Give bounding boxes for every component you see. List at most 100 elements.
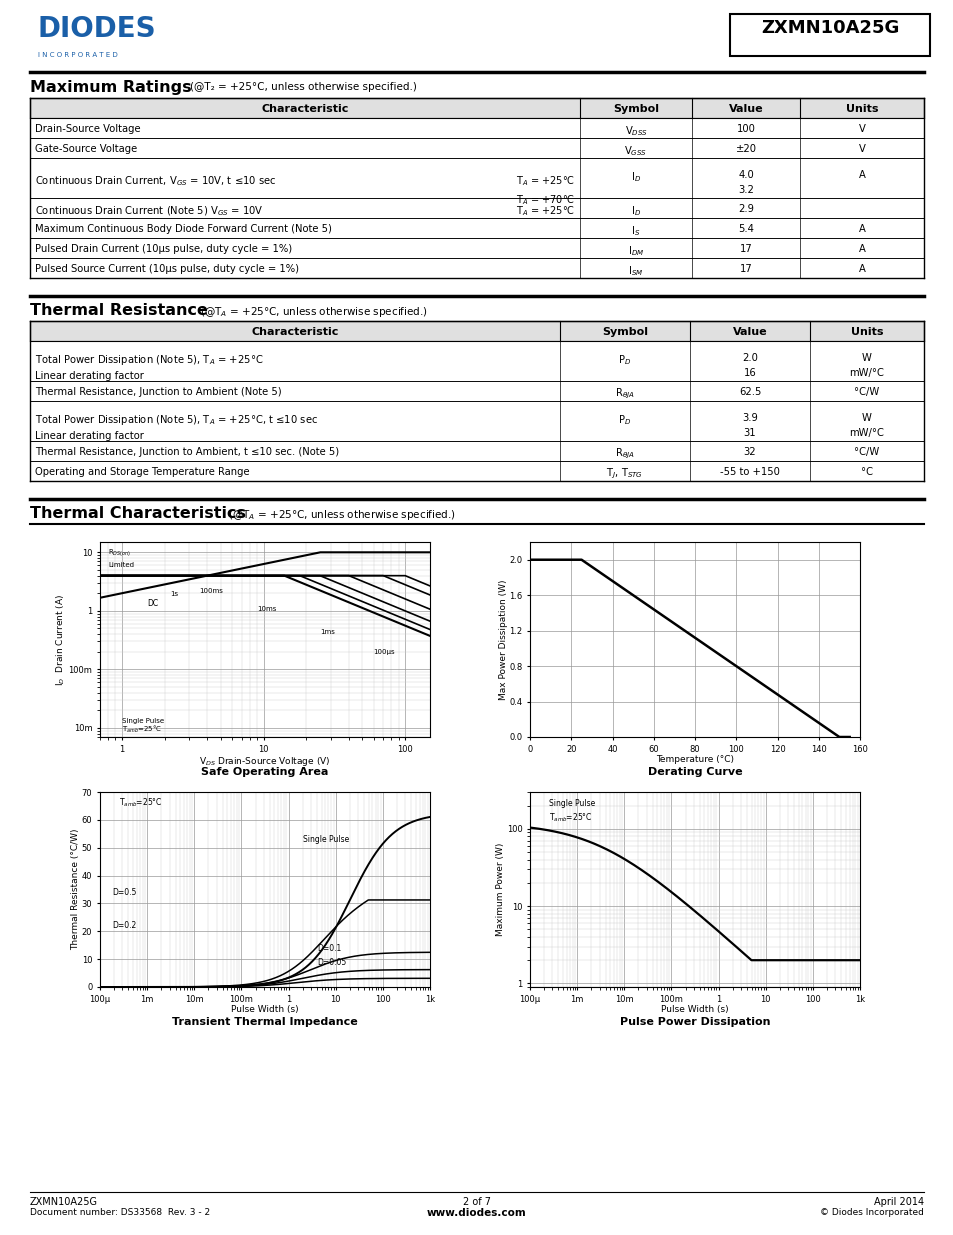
Bar <box>30 258 923 278</box>
Text: Single Pulse: Single Pulse <box>122 719 164 724</box>
Text: 2 of 7: 2 of 7 <box>462 1197 491 1207</box>
Bar <box>30 341 923 382</box>
Text: 10ms: 10ms <box>256 606 276 611</box>
Text: April 2014: April 2014 <box>873 1197 923 1207</box>
Text: T$_J$, T$_{STG}$: T$_J$, T$_{STG}$ <box>606 467 643 482</box>
Text: V$_{GSS}$: V$_{GSS}$ <box>624 144 647 158</box>
Bar <box>30 441 923 461</box>
Y-axis label: Maximum Power (W): Maximum Power (W) <box>496 842 505 936</box>
Text: I$_D$: I$_D$ <box>630 170 640 184</box>
Text: 17: 17 <box>739 245 752 254</box>
Bar <box>30 401 923 441</box>
Text: D=0.2: D=0.2 <box>112 921 136 930</box>
Text: Pulse Power Dissipation: Pulse Power Dissipation <box>619 1016 769 1028</box>
Text: Continuous Drain Current, V$_{GS}$ = 10V, t ≤10 sec: Continuous Drain Current, V$_{GS}$ = 10V… <box>35 174 276 188</box>
Text: 62.5: 62.5 <box>738 387 760 396</box>
Text: P$_D$: P$_D$ <box>618 412 631 427</box>
Text: (@T$_A$ = +25°C, unless otherwise specified.): (@T$_A$ = +25°C, unless otherwise specif… <box>200 305 427 319</box>
Text: 4.0
3.2: 4.0 3.2 <box>738 170 753 195</box>
Text: V$_{DSS}$: V$_{DSS}$ <box>624 124 647 138</box>
Text: A: A <box>858 264 864 274</box>
Text: Symbol: Symbol <box>613 104 659 114</box>
Text: Thermal Resistance, Junction to Ambient (Note 5): Thermal Resistance, Junction to Ambient … <box>35 387 281 396</box>
Text: °C/W: °C/W <box>854 387 879 396</box>
Bar <box>30 198 923 219</box>
Bar <box>30 219 923 238</box>
Text: °C: °C <box>861 467 872 477</box>
Text: Value: Value <box>728 104 762 114</box>
Text: Value: Value <box>732 327 766 337</box>
Text: 100ms: 100ms <box>199 588 223 594</box>
Text: Units: Units <box>850 327 882 337</box>
Text: Units: Units <box>845 104 878 114</box>
Text: Maximum Continuous Body Diode Forward Current (Note 5): Maximum Continuous Body Diode Forward Cu… <box>35 224 332 233</box>
Text: A: A <box>858 224 864 233</box>
Text: Drain-Source Voltage: Drain-Source Voltage <box>35 124 140 135</box>
Text: 2.0
16: 2.0 16 <box>741 353 757 378</box>
Text: Characteristic: Characteristic <box>251 327 338 337</box>
X-axis label: Pulse Width (s): Pulse Width (s) <box>231 1005 298 1014</box>
Text: P$_D$: P$_D$ <box>618 353 631 367</box>
Text: V: V <box>858 124 864 135</box>
Text: 17: 17 <box>739 264 752 274</box>
Text: A: A <box>858 245 864 254</box>
Text: I$_{DM}$: I$_{DM}$ <box>627 245 643 258</box>
Y-axis label: I$_D$  Drain Current (A): I$_D$ Drain Current (A) <box>54 593 67 685</box>
Text: D=0.05: D=0.05 <box>316 957 346 967</box>
Text: ZXMN10A25G: ZXMN10A25G <box>30 1197 98 1207</box>
Text: DIODES: DIODES <box>38 15 156 43</box>
Text: 100μs: 100μs <box>374 650 395 656</box>
Text: Derating Curve: Derating Curve <box>647 767 741 777</box>
Text: -55 to +150: -55 to +150 <box>720 467 780 477</box>
Text: D=0.5: D=0.5 <box>112 888 136 897</box>
Text: 3.9
31: 3.9 31 <box>741 412 757 437</box>
Text: I N C O R P O R A T E D: I N C O R P O R A T E D <box>38 52 117 58</box>
Bar <box>30 461 923 480</box>
Text: © Diodes Incorporated: © Diodes Incorporated <box>820 1208 923 1216</box>
Text: www.diodes.com: www.diodes.com <box>427 1208 526 1218</box>
Text: 100: 100 <box>736 124 755 135</box>
Text: W
mW/°C: W mW/°C <box>849 353 883 378</box>
Text: T$_{amb}$=25°C: T$_{amb}$=25°C <box>118 797 162 809</box>
Text: I$_{SM}$: I$_{SM}$ <box>628 264 643 278</box>
X-axis label: V$_{DS}$ Drain-Source Voltage (V): V$_{DS}$ Drain-Source Voltage (V) <box>199 755 331 768</box>
Text: 2.9: 2.9 <box>738 204 753 214</box>
Text: Symbol: Symbol <box>601 327 647 337</box>
Text: 1s: 1s <box>171 590 178 597</box>
Text: ±20: ±20 <box>735 144 756 154</box>
Text: D=0.1: D=0.1 <box>316 944 341 952</box>
Text: Operating and Storage Temperature Range: Operating and Storage Temperature Range <box>35 467 250 477</box>
Text: R$_{\theta JA}$: R$_{\theta JA}$ <box>615 387 634 401</box>
Text: T$_A$ = +25°C
T$_A$ = +70°C: T$_A$ = +25°C T$_A$ = +70°C <box>516 174 575 206</box>
Text: Safe Operating Area: Safe Operating Area <box>201 767 329 777</box>
Text: Thermal Resistance, Junction to Ambient, t ≤10 sec. (Note 5): Thermal Resistance, Junction to Ambient,… <box>35 447 338 457</box>
X-axis label: Temperature (°C): Temperature (°C) <box>656 755 733 764</box>
Text: Pulsed Drain Current (10μs pulse, duty cycle = 1%): Pulsed Drain Current (10μs pulse, duty c… <box>35 245 292 254</box>
Text: Document number: DS33568  Rev. 3 - 2: Document number: DS33568 Rev. 3 - 2 <box>30 1208 210 1216</box>
Text: Single Pulse: Single Pulse <box>548 799 595 808</box>
Bar <box>30 119 923 138</box>
Y-axis label: Max Power Dissipation (W): Max Power Dissipation (W) <box>498 579 507 700</box>
Text: Total Power Dissipation (Note 5), T$_A$ = +25°C
Linear derating factor: Total Power Dissipation (Note 5), T$_A$ … <box>35 353 263 382</box>
Text: T$_{amb}$=25°C: T$_{amb}$=25°C <box>122 724 162 735</box>
Text: T$_{amb}$=25°C: T$_{amb}$=25°C <box>548 811 592 824</box>
Text: 1ms: 1ms <box>319 629 335 635</box>
Text: R$_{\theta JA}$: R$_{\theta JA}$ <box>615 447 634 462</box>
Text: °C/W: °C/W <box>854 447 879 457</box>
Text: Total Power Dissipation (Note 5), T$_A$ = +25°C, t ≤10 sec
Linear derating facto: Total Power Dissipation (Note 5), T$_A$ … <box>35 412 317 441</box>
Bar <box>30 158 923 198</box>
Bar <box>729 14 929 56</box>
Text: Gate-Source Voltage: Gate-Source Voltage <box>35 144 137 154</box>
Bar <box>30 98 923 119</box>
Text: 32: 32 <box>743 447 756 457</box>
Text: W
mW/°C: W mW/°C <box>849 412 883 437</box>
Text: Limited: Limited <box>108 562 134 568</box>
Y-axis label: Thermal Resistance (°C/W): Thermal Resistance (°C/W) <box>71 829 80 950</box>
Text: V: V <box>858 144 864 154</box>
Text: Continuous Drain Current (Note 5) V$_{GS}$ = 10V: Continuous Drain Current (Note 5) V$_{GS… <box>35 204 263 217</box>
Text: (@T$_A$ = +25°C, unless otherwise specified.): (@T$_A$ = +25°C, unless otherwise specif… <box>228 508 456 522</box>
Text: Characteristic: Characteristic <box>261 104 349 114</box>
Text: (@T₂ = +25°C, unless otherwise specified.): (@T₂ = +25°C, unless otherwise specified… <box>190 82 416 91</box>
Text: Single Pulse: Single Pulse <box>302 835 349 845</box>
Bar <box>30 382 923 401</box>
